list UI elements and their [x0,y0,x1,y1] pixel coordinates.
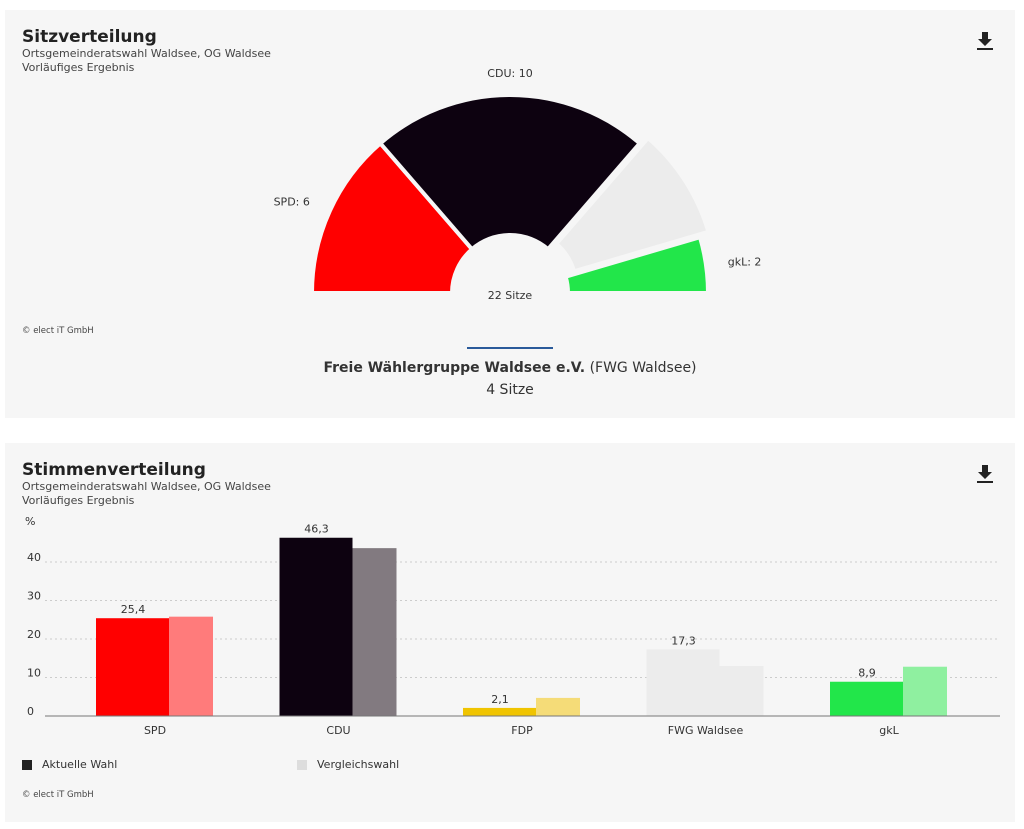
legend-label-current: Aktuelle Wahl [42,758,118,771]
bar-compare-0[interactable] [169,616,213,716]
legend-current[interactable]: Aktuelle Wahl [22,758,117,771]
seat-segment-gkl[interactable] [563,234,711,295]
votes-copyright: © elect iT GmbH [22,790,94,800]
bar-current-1[interactable] [279,537,353,716]
bar-value-label: 46,3 [304,523,329,536]
seat-label: gkL: 2 [728,256,762,269]
bar-value-label: 2,1 [491,693,509,706]
bar-current-2[interactable] [463,707,536,716]
legend-swatch-current [22,759,32,770]
download-icon[interactable] [977,32,993,50]
bar-compare-3[interactable] [719,665,764,716]
seat-distribution-card: Sitzverteilung Ortsgemeinderatswahl Wald… [5,10,1015,418]
y-tick-label: 20 [27,628,41,641]
votes-status: Vorläufiges Ergebnis [22,494,135,507]
total-seats-label: 22 Sitze [488,289,533,302]
bar-value-label: 25,4 [121,603,146,616]
x-tick-label: gkL [879,724,899,737]
seat-label: SPD: 6 [274,196,310,209]
x-tick-label: FDP [511,724,533,737]
votes-title: Stimmenverteilung [22,460,206,480]
bar-value-label: 8,9 [858,667,876,680]
bar-current-4[interactable] [830,681,903,716]
seat-segment-fwg-waldsee[interactable] [553,135,711,274]
selected-party-name: Freie Wählergruppe Waldsee e.V. [323,360,586,376]
selected-indicator [467,347,553,349]
seats-subtitle: Ortsgemeinderatswahl Waldsee, OG Waldsee [22,47,271,60]
bar-current-0[interactable] [96,618,169,716]
bar-compare-1[interactable] [352,548,397,716]
y-tick-label: 30 [27,590,41,603]
seats-copyright: © elect iT GmbH [22,326,94,336]
seat-label: CDU: 10 [487,67,532,80]
download-icon[interactable] [977,465,993,483]
y-tick-label: 10 [27,667,41,680]
y-axis-label: % [25,515,35,528]
seats-title: Sitzverteilung [22,27,157,47]
selected-party-info: Freie Wählergruppe Waldsee e.V. (FWG Wal… [5,360,1015,376]
seats-status: Vorläufiges Ergebnis [22,61,135,74]
x-tick-label: SPD [144,724,166,737]
selected-party-short: (FWG Waldsee) [589,360,697,376]
legend-compare[interactable]: Vergleichswahl [297,758,399,771]
seat-segment-spd[interactable] [309,140,475,295]
x-tick-label: CDU [326,724,350,737]
y-tick-label: 40 [27,551,41,564]
seat-segment-cdu[interactable] [377,93,643,252]
vote-chart: % 0 10 20 30 40 25,4 SPD 46,3 CDU 2,1 FDP 17,3 FWG Wa… [25,515,1000,737]
bar-value-label: 17,3 [671,634,696,647]
votes-subtitle: Ortsgemeinderatswahl Waldsee, OG Waldsee [22,480,271,493]
seat-chart: SPD: 6 CDU: 10 gkL: 2 22 Sitze [274,67,762,302]
vote-distribution-card: Stimmenverteilung Ortsgemeinderatswahl W… [5,443,1015,822]
legend-label-compare: Vergleichswahl [317,758,400,771]
bar-current-3[interactable] [646,649,720,716]
bar-compare-2[interactable] [536,697,580,716]
x-tick-label: FWG Waldsee [668,724,744,737]
bar-compare-4[interactable] [903,666,947,716]
y-tick-label: 0 [27,705,34,718]
selected-party-seats: 4 Sitze [486,382,534,398]
legend-swatch-compare [297,759,307,770]
